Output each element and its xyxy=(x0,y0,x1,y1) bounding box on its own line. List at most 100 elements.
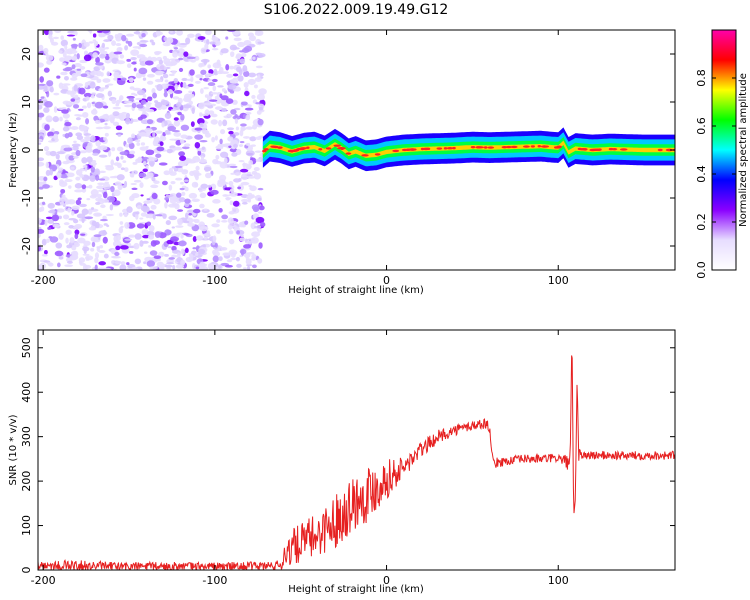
noise-blob xyxy=(236,230,240,235)
noise-blob xyxy=(221,107,227,112)
noise-blob xyxy=(183,233,190,236)
noise-blob xyxy=(74,94,79,99)
noise-blob xyxy=(164,197,169,201)
noise-blob xyxy=(163,36,168,41)
noise-blob xyxy=(228,238,235,245)
noise-blob xyxy=(72,37,76,41)
noise-blob xyxy=(142,234,150,239)
noise-blob xyxy=(95,197,104,202)
noise-blob xyxy=(68,155,75,161)
noise-blob xyxy=(70,126,79,130)
noise-blob xyxy=(258,242,263,249)
noise-blob xyxy=(145,149,155,156)
noise-blob xyxy=(131,61,137,65)
noise-blob xyxy=(167,246,172,249)
noise-blob xyxy=(85,145,92,152)
noise-blob xyxy=(95,126,104,130)
noise-blob xyxy=(198,263,208,267)
noise-blob xyxy=(64,133,70,139)
noise-blob xyxy=(153,136,160,144)
noise-blob xyxy=(170,109,177,112)
noise-blob xyxy=(221,214,229,220)
noise-blob xyxy=(102,126,111,130)
noise-blob xyxy=(68,185,72,189)
noise-blob xyxy=(154,70,164,76)
noise-blob xyxy=(94,119,101,124)
noise-blob xyxy=(180,81,184,88)
noise-blob xyxy=(168,193,178,200)
noise-blob xyxy=(133,179,142,183)
noise-blob xyxy=(43,107,50,113)
noise-blob xyxy=(72,145,79,151)
noise-blob xyxy=(215,161,222,165)
noise-blob xyxy=(239,237,246,242)
noise-blob xyxy=(103,253,109,259)
noise-blob xyxy=(75,199,82,206)
noise-blob xyxy=(113,189,121,197)
noise-blob xyxy=(55,153,60,160)
signal-hotspot xyxy=(325,147,332,150)
noise-blob xyxy=(115,125,123,131)
noise-blob xyxy=(142,77,147,81)
noise-blob xyxy=(234,118,239,124)
noise-blob xyxy=(229,148,238,153)
y-tick-label: 20 xyxy=(20,47,33,61)
noise-blob xyxy=(54,250,64,257)
noise-blob xyxy=(241,201,248,205)
noise-blob xyxy=(164,79,169,83)
noise-blob xyxy=(179,139,185,144)
noise-blob xyxy=(230,251,236,258)
noise-blob xyxy=(58,167,64,171)
noise-blob xyxy=(124,45,129,51)
noise-blob xyxy=(183,220,190,224)
noise-blob xyxy=(156,63,166,71)
noise-blob xyxy=(126,63,132,69)
snr-axes: -200 -100 0 100 0 100 200 300 400 500 xyxy=(20,330,675,587)
noise-blob xyxy=(93,234,102,238)
noise-blob xyxy=(105,213,114,217)
noise-blob xyxy=(206,38,210,45)
noise-blob xyxy=(146,221,152,227)
noise-blob xyxy=(180,233,184,239)
noise-blob xyxy=(103,39,111,42)
spectrogram-y-label: Frequency (Hz) xyxy=(8,112,19,188)
noise-blob xyxy=(170,180,176,185)
signal-hotspot xyxy=(436,147,443,150)
noise-blob xyxy=(215,106,220,110)
noise-blob xyxy=(45,115,53,123)
signal-hotspot xyxy=(277,146,283,149)
noise-blob xyxy=(149,266,158,270)
noise-blob xyxy=(67,260,73,264)
noise-blob xyxy=(242,162,246,169)
noise-blob xyxy=(64,44,68,51)
noise-blob xyxy=(104,122,108,126)
noise-blob xyxy=(178,57,184,61)
noise-blob xyxy=(146,119,154,125)
noise-blob xyxy=(82,264,88,270)
noise-blob xyxy=(147,73,155,78)
noise-blob xyxy=(173,77,179,84)
noise-blob xyxy=(66,34,76,37)
noise-blob xyxy=(179,155,187,161)
noise-blob xyxy=(136,205,142,210)
noise-blob xyxy=(132,161,138,165)
noise-blob xyxy=(93,108,97,111)
noise-blob xyxy=(43,67,50,73)
noise-blob xyxy=(106,71,111,77)
noise-blob xyxy=(168,73,175,77)
x-tick-label: 0 xyxy=(383,274,390,287)
noise-blob xyxy=(80,73,88,78)
noise-blob xyxy=(113,51,123,55)
noise-blob xyxy=(219,151,229,158)
noise-blob xyxy=(197,36,206,40)
noise-blob xyxy=(138,172,147,178)
noise-blob xyxy=(255,158,261,162)
noise-blob xyxy=(38,161,45,167)
noise-blob xyxy=(136,54,146,59)
noise-blob xyxy=(138,67,148,75)
noise-blob xyxy=(163,170,171,176)
noise-blob xyxy=(117,183,123,191)
noise-blob xyxy=(127,137,133,144)
noise-blob xyxy=(260,221,266,228)
